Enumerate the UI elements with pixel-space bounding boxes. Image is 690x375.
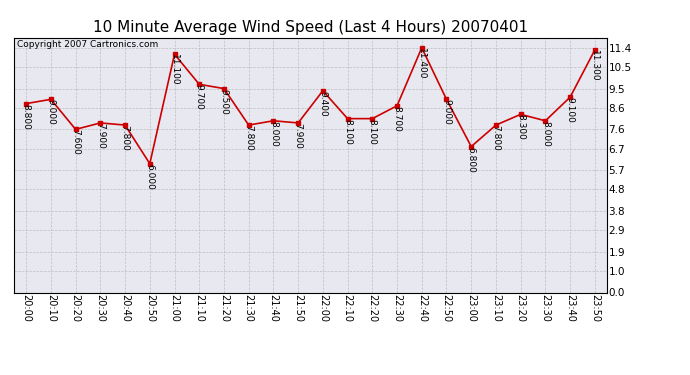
Text: 7.600: 7.600 xyxy=(71,129,80,155)
Text: 8.100: 8.100 xyxy=(368,118,377,144)
Text: 9.000: 9.000 xyxy=(46,99,55,125)
Text: 11.100: 11.100 xyxy=(170,54,179,86)
Text: 8.100: 8.100 xyxy=(343,118,352,144)
Text: 7.800: 7.800 xyxy=(244,125,253,151)
Text: 9.400: 9.400 xyxy=(318,91,327,117)
Text: 8.700: 8.700 xyxy=(393,106,402,132)
Text: 11.300: 11.300 xyxy=(591,50,600,82)
Text: 7.900: 7.900 xyxy=(96,123,105,149)
Text: 7.800: 7.800 xyxy=(121,125,130,151)
Text: 9.500: 9.500 xyxy=(219,88,228,114)
Text: 8.300: 8.300 xyxy=(516,114,525,140)
Text: 11.400: 11.400 xyxy=(417,48,426,79)
Text: 9.700: 9.700 xyxy=(195,84,204,110)
Text: 8.000: 8.000 xyxy=(541,121,550,147)
Text: 9.100: 9.100 xyxy=(566,97,575,123)
Title: 10 Minute Average Wind Speed (Last 4 Hours) 20070401: 10 Minute Average Wind Speed (Last 4 Hou… xyxy=(93,20,528,35)
Text: 6.800: 6.800 xyxy=(466,147,475,172)
Text: 6.000: 6.000 xyxy=(146,164,155,190)
Text: 9.000: 9.000 xyxy=(442,99,451,125)
Text: 8.800: 8.800 xyxy=(21,104,30,129)
Text: 8.000: 8.000 xyxy=(269,121,278,147)
Text: 7.800: 7.800 xyxy=(491,125,500,151)
Text: 7.900: 7.900 xyxy=(294,123,303,149)
Text: Copyright 2007 Cartronics.com: Copyright 2007 Cartronics.com xyxy=(17,40,158,49)
